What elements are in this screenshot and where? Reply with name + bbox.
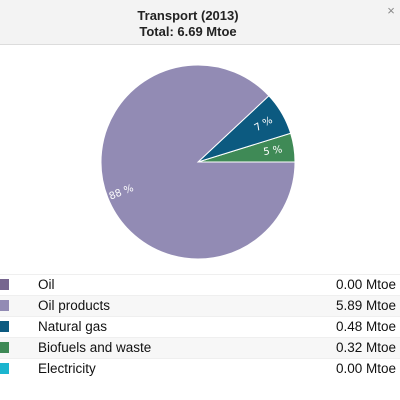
legend-value: 0.00 Mtoe	[335, 361, 396, 376]
chart-header: Transport (2013) Total: 6.69 Mtoe ×	[0, 0, 400, 45]
legend-swatch	[0, 279, 9, 290]
legend-row[interactable]: Natural gas 0.48 Mtoe	[0, 316, 400, 337]
legend-label: Oil	[38, 277, 55, 292]
legend-row[interactable]: Oil products 5.89 Mtoe	[0, 295, 400, 316]
legend-value: 0.00 Mtoe	[335, 277, 396, 292]
pie-slice-oil-products[interactable]	[100, 64, 296, 260]
legend: Oil 0.00 Mtoe Oil products 5.89 Mtoe Natural…	[0, 274, 400, 379]
close-icon[interactable]: ×	[387, 3, 395, 18]
legend-swatch	[0, 363, 9, 374]
chart-title: Transport (2013)	[137, 8, 239, 23]
legend-value: 5.89 Mtoe	[335, 298, 396, 313]
legend-row[interactable]: Biofuels and waste 0.32 Mtoe	[0, 337, 400, 358]
legend-swatch	[0, 342, 9, 353]
legend-value: 0.48 Mtoe	[335, 319, 396, 334]
pie-label-biofuels-and-waste: 5 %	[263, 144, 283, 158]
legend-swatch	[0, 300, 9, 311]
pie-chart: 5 %7 %88 %	[100, 64, 296, 260]
chart-subtitle: Total: 6.69 Mtoe	[139, 24, 237, 39]
legend-label: Biofuels and waste	[38, 340, 152, 355]
legend-label: Natural gas	[38, 319, 108, 334]
legend-label: Electricity	[38, 361, 96, 376]
legend-row[interactable]: Electricity 0.00 Mtoe	[0, 358, 400, 379]
legend-swatch	[0, 321, 9, 332]
legend-row[interactable]: Oil 0.00 Mtoe	[0, 274, 400, 295]
legend-value: 0.32 Mtoe	[335, 340, 396, 355]
legend-label: Oil products	[38, 298, 111, 313]
